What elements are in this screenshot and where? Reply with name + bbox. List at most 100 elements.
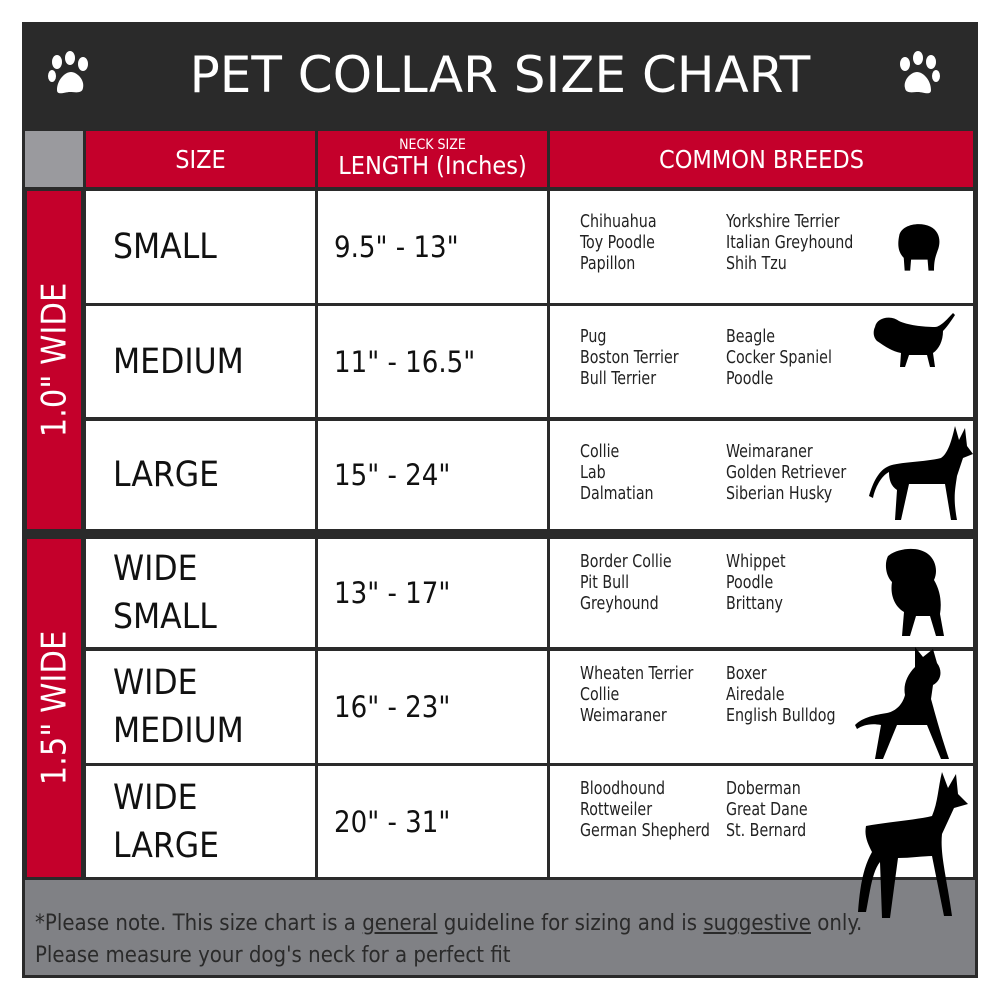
group-label-text: 1.0" WIDE — [34, 282, 75, 438]
breed-name: English Bulldog — [726, 705, 836, 726]
breed-list: Wheaten Terrier Collie Weimaraner — [580, 663, 693, 726]
size-label: SMALL — [113, 227, 217, 267]
note-underlined: suggestive — [703, 911, 811, 936]
breed-list: Whippet Poodle Brittany — [726, 551, 786, 614]
header-breeds: COMMON BREEDS — [550, 131, 973, 187]
header-corner — [25, 131, 83, 187]
paw-icon — [48, 51, 88, 94]
size-label: WIDE — [113, 777, 198, 818]
length-cell: 20" - 31" — [318, 766, 547, 877]
length-cell: 15" - 24" — [318, 421, 547, 529]
length-cell: 11" - 16.5" — [318, 306, 547, 417]
breed-name: Boxer — [726, 663, 767, 684]
size-label: MEDIUM — [113, 341, 244, 382]
header-neck-size: NECK SIZE — [399, 137, 466, 153]
length-value: 9.5" - 13" — [334, 230, 459, 264]
note-text: guideline for sizing and is — [437, 911, 704, 936]
note-text: *Please note. This size chart is a — [35, 911, 363, 936]
length-cell: 13" - 17" — [318, 539, 547, 647]
breed-name: Toy Poodle — [580, 232, 655, 253]
breed-name: Pug — [580, 326, 607, 347]
size-cell: WIDE SMALL — [86, 539, 315, 647]
doberman-silhouette-icon — [812, 768, 972, 932]
breed-name: Airedale — [726, 684, 785, 705]
note-underlined: general — [362, 911, 438, 936]
size-cell: WIDE MEDIUM — [86, 651, 315, 763]
breed-name: Golden Retriever — [726, 462, 847, 483]
breeds-cell: Bloodhound Rottweiler German Shepherd Dober… — [550, 766, 973, 877]
group-label-text: 1.5" WIDE — [34, 630, 75, 786]
breed-list: Pug Boston Terrier Bull Terrier — [580, 326, 679, 389]
pitbull-silhouette-icon — [855, 645, 955, 769]
size-label: WIDE — [113, 549, 198, 589]
breed-name: Collie — [580, 684, 620, 705]
breed-name: Wheaten Terrier — [580, 663, 694, 684]
breed-name: Greyhound — [580, 593, 659, 614]
breed-name: Beagle — [726, 326, 776, 347]
size-label: WIDE — [113, 663, 198, 703]
size-label-line-2: LARGE — [113, 825, 220, 866]
breed-list: Yorkshire Terrier Italian Greyhound Shih T… — [726, 211, 853, 274]
size-label-line-2: MEDIUM — [113, 711, 244, 751]
breed-name: Cocker Spaniel — [726, 347, 832, 368]
size-cell: WIDE LARGE — [86, 766, 315, 877]
breed-name: Whippet — [726, 551, 786, 572]
page-title: PET COLLAR SIZE CHART — [189, 46, 811, 104]
breed-name: Border Collie — [580, 551, 672, 572]
breed-name: Weimaraner — [726, 441, 813, 462]
header-length: NECK SIZE LENGTH (Inches) — [318, 131, 547, 187]
breed-name: Brittany — [726, 593, 783, 614]
size-label-line-2: SMALL — [113, 597, 217, 637]
breed-name: Dalmatian — [580, 483, 654, 504]
breed-name: Collie — [580, 441, 620, 462]
breed-name: Bloodhound — [580, 778, 666, 799]
note-line-2: Please measure your dog's neck for a per… — [35, 943, 511, 968]
length-cell: 16" - 23" — [318, 651, 547, 763]
length-cell: 9.5" - 13" — [318, 191, 547, 303]
length-value: 20" - 31" — [334, 804, 451, 839]
breed-name: Rottweiler — [580, 799, 653, 820]
breed-list: Doberman Great Dane St. Bernard — [726, 778, 808, 841]
breed-list: Border Collie Pit Bull Greyhound — [580, 551, 672, 614]
header-size-label: SIZE — [175, 144, 226, 174]
breed-name: Siberian Husky — [726, 483, 833, 504]
medium-dog-silhouette-icon — [870, 312, 960, 376]
size-cell: MEDIUM — [86, 306, 315, 417]
breed-name: Great Dane — [726, 799, 808, 820]
breed-name: Italian Greyhound — [726, 232, 854, 253]
header-size: SIZE — [86, 131, 315, 187]
length-value: 15" - 24" — [334, 458, 451, 492]
breed-list: Collie Lab Dalmatian — [580, 441, 654, 504]
length-value: 11" - 16.5" — [334, 344, 476, 379]
breed-name: German Shepherd — [580, 820, 710, 841]
breed-name: Poodle — [726, 368, 774, 389]
breed-list: Weimaraner Golden Retriever Siberian Husky — [726, 441, 846, 504]
size-label: LARGE — [113, 455, 220, 495]
breed-name: Boston Terrier — [580, 347, 679, 368]
breed-name: Poodle — [726, 572, 774, 593]
breed-list: Bloodhound Rottweiler German Shepherd — [580, 778, 710, 841]
breed-name: Yorkshire Terrier — [726, 211, 840, 232]
note-text: only. — [810, 911, 863, 936]
breed-name: Lab — [580, 462, 606, 483]
header-length-label: LENGTH (Inches) — [338, 151, 527, 180]
group-label-1-inch: 1.0" WIDE — [27, 191, 81, 529]
breed-name: Papillon — [580, 253, 636, 274]
breed-list: Chihuahua Toy Poodle Papillon — [580, 211, 657, 274]
group-label-1-5-inch: 1.5" WIDE — [27, 539, 81, 877]
breed-name: St. Bernard — [726, 820, 807, 841]
size-cell: LARGE — [86, 421, 315, 529]
small-dog-silhouette-icon — [890, 215, 945, 279]
breed-name: Chihuahua — [580, 211, 657, 232]
breed-name: Bull Terrier — [580, 368, 657, 389]
header-breeds-label: COMMON BREEDS — [659, 144, 864, 174]
bulldog-silhouette-icon — [868, 548, 948, 642]
large-dog-silhouette-icon — [855, 424, 975, 528]
footer-note: *Please note. This size chart is a gener… — [25, 880, 975, 975]
paw-icon — [900, 51, 940, 94]
size-cell: SMALL — [86, 191, 315, 303]
breed-name: Shih Tzu — [726, 253, 787, 274]
breed-name: Pit Bull — [580, 572, 630, 593]
breed-list: Boxer Airedale English Bulldog — [726, 663, 836, 726]
length-value: 13" - 17" — [334, 576, 451, 610]
